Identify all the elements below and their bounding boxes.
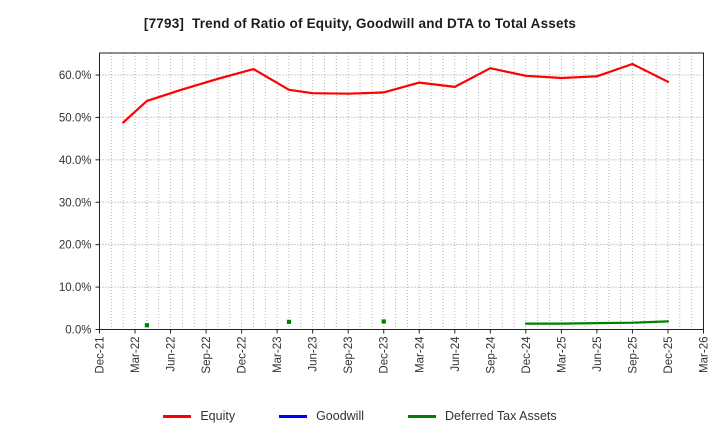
x-tick-label: Mar-24 — [414, 336, 426, 373]
y-tick-label: 0.0% — [65, 325, 91, 337]
y-tick-label: 10.0% — [59, 282, 92, 294]
plot-border — [99, 52, 704, 330]
x-tick-label: Dec-24 — [521, 336, 533, 374]
deferred-tax-assets-marker — [144, 323, 149, 328]
goodwill-line-swatch-icon — [279, 414, 308, 418]
deferred-tax-assets-marker — [381, 319, 386, 324]
y-tick-label: 60.0% — [59, 70, 92, 82]
x-tick-label: Jun-22 — [166, 337, 178, 372]
x-tick-label: Dec-25 — [663, 337, 675, 374]
chart-title: [7793] Trend of Ratio of Equity, Goodwil… — [143, 16, 577, 31]
x-tick-label: Mar-23 — [272, 337, 284, 373]
dta-line-swatch-icon — [408, 414, 437, 418]
y-tick-label: 20.0% — [59, 240, 92, 252]
x-tick-label: Jun-24 — [450, 336, 462, 372]
deferred-tax-assets-line — [524, 320, 670, 325]
x-tick-label: Sep-25 — [627, 337, 639, 374]
legend-item-equity: Equity — [163, 409, 235, 423]
legend-item-goodwill: Goodwill — [279, 409, 364, 423]
x-tick-label: Dec-22 — [237, 337, 249, 374]
legend: Equity Goodwill Deferred Tax Assets — [0, 404, 720, 428]
y-tick-label: 30.0% — [59, 197, 92, 209]
x-tick-label: Sep-22 — [201, 337, 213, 374]
legend-label-dta: Deferred Tax Assets — [445, 409, 557, 423]
x-tick-label: Jun-23 — [308, 337, 320, 372]
x-tick-label: Mar-25 — [556, 337, 568, 373]
equity-line-swatch-icon — [163, 414, 192, 418]
x-tick-label: Sep-23 — [343, 337, 355, 374]
x-tick-label: Dec-21 — [95, 337, 107, 374]
legend-label-goodwill: Goodwill — [316, 409, 365, 423]
x-tick-label: Jun-25 — [592, 337, 604, 372]
y-tick-label: 50.0% — [59, 112, 92, 124]
x-tick-label: Mar-26 — [699, 337, 711, 373]
x-tick-label: Sep-24 — [485, 336, 497, 374]
y-tick-label: 40.0% — [59, 155, 92, 167]
legend-label-equity: Equity — [200, 409, 236, 423]
legend-item-dta: Deferred Tax Assets — [408, 409, 557, 423]
equity-line — [122, 62, 670, 124]
x-tick-label: Mar-22 — [130, 337, 142, 373]
x-tick-label: Dec-23 — [379, 337, 391, 374]
deferred-tax-assets-marker — [286, 319, 292, 324]
